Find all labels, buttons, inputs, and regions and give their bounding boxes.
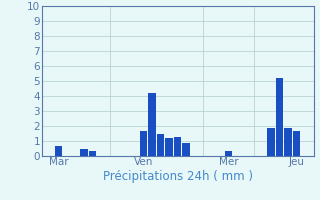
Bar <box>182 142 190 156</box>
Bar <box>148 93 156 156</box>
Bar <box>140 131 147 156</box>
Bar <box>293 131 300 156</box>
Bar <box>157 134 164 156</box>
Bar <box>89 151 96 156</box>
Bar <box>81 148 88 156</box>
Bar <box>55 146 62 156</box>
Bar <box>284 128 292 156</box>
X-axis label: Précipitations 24h ( mm ): Précipitations 24h ( mm ) <box>103 170 252 183</box>
Bar <box>276 78 283 156</box>
Bar <box>225 151 232 156</box>
Bar <box>268 128 275 156</box>
Bar <box>174 137 181 156</box>
Bar <box>165 138 173 156</box>
